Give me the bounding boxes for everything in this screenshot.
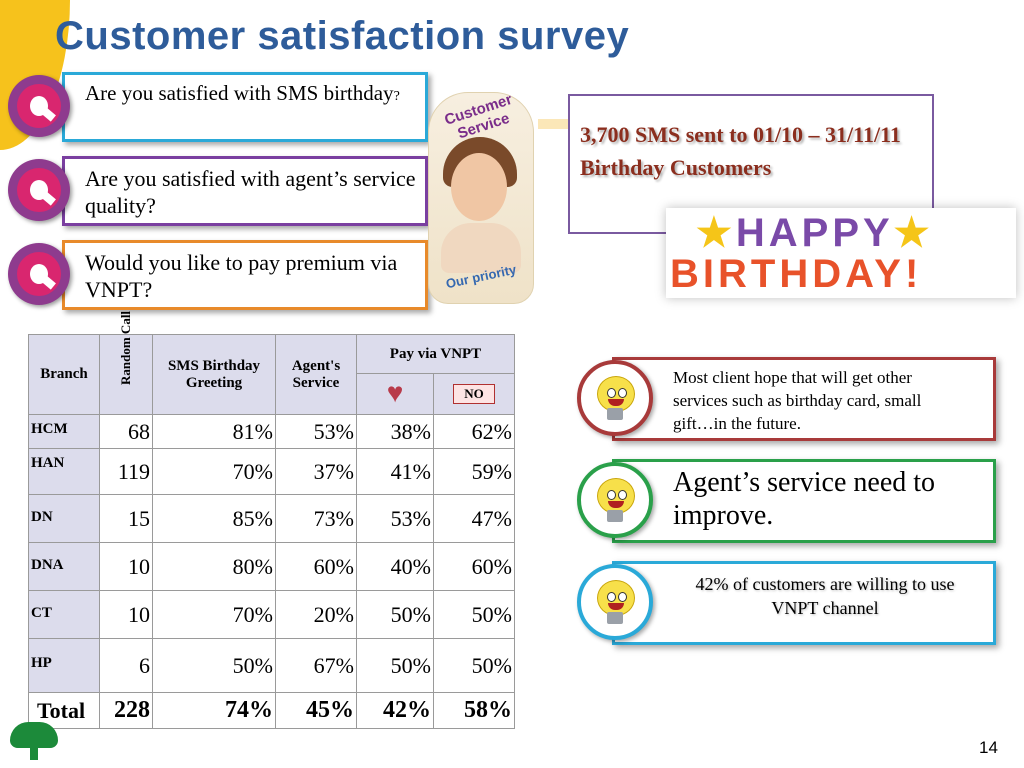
question-box-sms: Are you satisfied with SMS birthday? [62,72,428,142]
question-icon [8,243,70,305]
header-sms-greeting: SMS Birthday Greeting [152,334,276,415]
conclusion-other-services-text: Most client hope that will get other ser… [673,368,922,433]
table-row: HP 6 50% 67% 50% 50% [28,638,515,693]
table-row: DNA 10 80% 60% 40% 60% [28,542,515,591]
conclusion-agent-service-text: Agent’s service need to improve. [673,467,936,531]
conclusion-box-other-services: Most client hope that will get other ser… [612,357,996,441]
table-row: HAN 119 70% 37% 41% 59% [28,448,515,495]
table-row: CT 10 70% 20% 50% 50% [28,590,515,639]
question-pay-suffix: ? [142,277,153,302]
question-agent-text: Are you satisfied with agent’s service q… [85,166,416,218]
lightbulb-icon [577,564,653,640]
conclusion-vnpt-channel-text: 42% of customers are willing to use VNPT… [695,574,955,618]
no-label: NO [453,384,495,404]
question-pay-text: Would you like to pay premium via VNPT [85,250,398,302]
question-sms-text: Are you satisfied with SMS birthday [85,81,394,105]
banner-line2: BIRTHDAY! [670,252,923,296]
sms-note-box: 3,700 SMS sent to 01/10 – 31/11/11 Birth… [568,94,934,234]
page-number: 14 [979,738,998,757]
lightbulb-icon [577,360,653,436]
tree-logo-icon [10,722,58,762]
header-pay-vnpt: Pay via VNPT [356,334,515,374]
lightbulb-icon [577,462,653,538]
question-box-pay: Would you like to pay premium via VNPT? [62,240,428,310]
conclusion-box-agent-service: Agent’s service need to improve. [612,459,996,543]
customer-service-poster: Customer Service Our priority [428,91,534,304]
table-row: DN 15 85% 73% 53% 47% [28,494,515,543]
header-branch: Branch [28,334,100,415]
divider-bar [538,119,568,129]
table-row: HCM 68 81% 53% 38% 62% [28,414,515,449]
question-icon [8,159,70,221]
header-random-call: Random Call [118,310,133,385]
survey-results-table: Branch Random Call SMS Birthday Greeting… [28,310,515,729]
sms-note-text: 3,700 SMS sent to 01/10 – 31/11/11 Birth… [580,122,901,180]
question-icon [8,75,70,137]
happy-birthday-banner: ★HAPPY★ BIRTHDAY! [666,208,1016,298]
question-box-agent: Are you satisfied with agent’s service q… [62,156,428,226]
question-sms-suffix: ? [393,89,400,104]
star-icon: ★ [696,211,736,255]
header-agent-service: Agent's Service [275,334,357,415]
table-total-row: Total 228 74% 45% 42% 58% [28,692,515,729]
banner-line1: HAPPY [735,211,894,255]
conclusion-box-vnpt-channel: 42% of customers are willing to use VNPT… [612,561,996,645]
page-title: Customer satisfaction survey [55,14,630,58]
heart-icon: ♥ [386,378,404,409]
star-icon: ★ [893,211,934,255]
